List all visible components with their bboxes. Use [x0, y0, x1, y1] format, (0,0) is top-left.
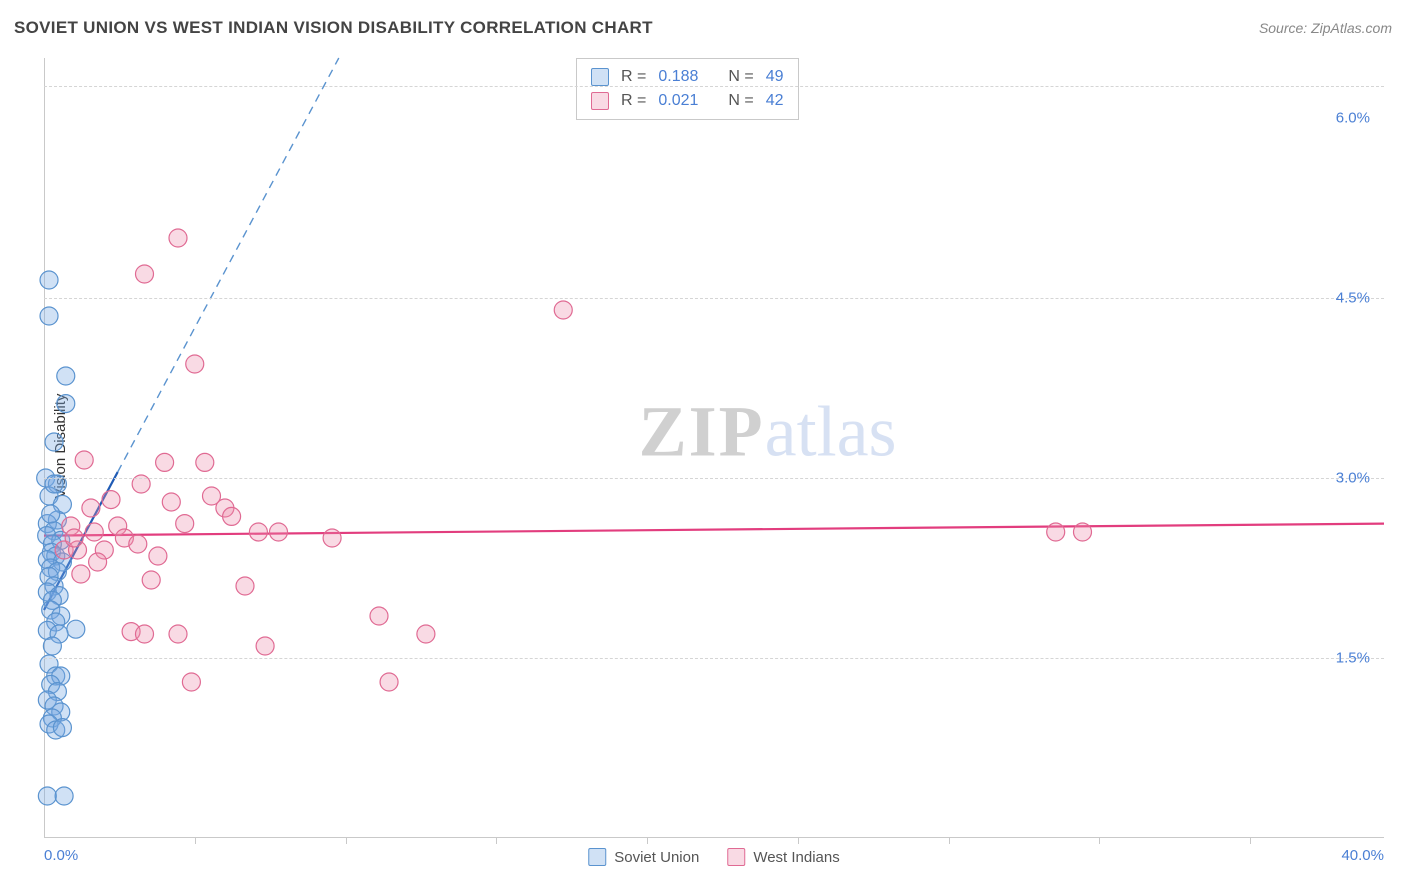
data-point	[67, 620, 85, 638]
x-tick-mark	[1099, 838, 1100, 844]
data-point	[249, 523, 267, 541]
data-point	[380, 673, 398, 691]
x-tick-mark	[346, 838, 347, 844]
gridline-h	[44, 298, 1384, 299]
legend-swatch	[591, 68, 609, 86]
stats-legend: R =0.188N =49R =0.021N =42	[576, 58, 799, 120]
x-tick-mark	[798, 838, 799, 844]
data-point	[323, 529, 341, 547]
data-point	[554, 301, 572, 319]
data-point	[182, 673, 200, 691]
legend-swatch	[588, 848, 606, 866]
data-point	[40, 307, 58, 325]
data-point	[53, 719, 71, 737]
data-point	[169, 625, 187, 643]
data-point	[136, 625, 154, 643]
source-label: Source: ZipAtlas.com	[1259, 20, 1392, 36]
gridline-h	[44, 86, 1384, 87]
legend-item: West Indians	[727, 848, 839, 866]
data-point	[162, 493, 180, 511]
data-point	[223, 507, 241, 525]
chart-header: SOVIET UNION VS WEST INDIAN VISION DISAB…	[14, 18, 1392, 38]
data-point	[186, 355, 204, 373]
data-point	[270, 523, 288, 541]
data-point	[149, 547, 167, 565]
data-point	[42, 505, 60, 523]
x-tick-mark	[647, 838, 648, 844]
stat-r-value: 0.021	[658, 89, 698, 113]
y-tick-label: 3.0%	[1336, 470, 1370, 487]
data-point	[176, 515, 194, 533]
legend-label: West Indians	[753, 849, 839, 866]
data-point	[57, 367, 75, 385]
x-tick-label: 0.0%	[44, 847, 78, 864]
data-point	[256, 637, 274, 655]
data-point	[45, 433, 63, 451]
data-point	[55, 787, 73, 805]
gridline-h	[44, 658, 1384, 659]
data-point	[142, 571, 160, 589]
trend-line	[44, 524, 1384, 536]
data-point	[1074, 523, 1092, 541]
gridline-h	[44, 478, 1384, 479]
data-point	[129, 535, 147, 553]
data-point	[196, 453, 214, 471]
data-point	[417, 625, 435, 643]
data-point	[82, 499, 100, 517]
data-point	[75, 451, 93, 469]
data-point	[1047, 523, 1065, 541]
chart-title: SOVIET UNION VS WEST INDIAN VISION DISAB…	[14, 18, 653, 38]
data-point	[370, 607, 388, 625]
data-point	[38, 787, 56, 805]
legend-item: Soviet Union	[588, 848, 699, 866]
data-point	[236, 577, 254, 595]
series-legend: Soviet Union West Indians	[588, 848, 840, 866]
legend-swatch	[591, 92, 609, 110]
data-point	[72, 565, 90, 583]
stat-r-label: R =	[621, 89, 646, 113]
y-tick-label: 6.0%	[1336, 110, 1370, 127]
y-tick-label: 1.5%	[1336, 650, 1370, 667]
data-point	[57, 395, 75, 413]
data-point	[43, 637, 61, 655]
data-point	[40, 271, 58, 289]
trend-extrapolation	[118, 58, 339, 472]
x-tick-mark	[1250, 838, 1251, 844]
x-tick-label: 40.0%	[1341, 847, 1384, 864]
y-tick-label: 4.5%	[1336, 290, 1370, 307]
legend-swatch	[727, 848, 745, 866]
data-point	[156, 453, 174, 471]
stat-n-value: 42	[766, 89, 784, 113]
x-tick-mark	[195, 838, 196, 844]
stats-row: R = 0.021 N = 42	[591, 89, 784, 113]
data-point	[65, 529, 83, 547]
x-tick-mark	[949, 838, 950, 844]
legend-label: Soviet Union	[614, 849, 699, 866]
chart-canvas	[44, 58, 1384, 838]
plot-area: ZIPatlas R =0.188N =49R =0.021N =42 Sovi…	[44, 58, 1384, 838]
data-point	[136, 265, 154, 283]
data-point	[169, 229, 187, 247]
data-point	[85, 523, 103, 541]
stat-n-label: N =	[728, 89, 753, 113]
data-point	[89, 553, 107, 571]
data-point	[102, 491, 120, 509]
x-tick-mark	[496, 838, 497, 844]
